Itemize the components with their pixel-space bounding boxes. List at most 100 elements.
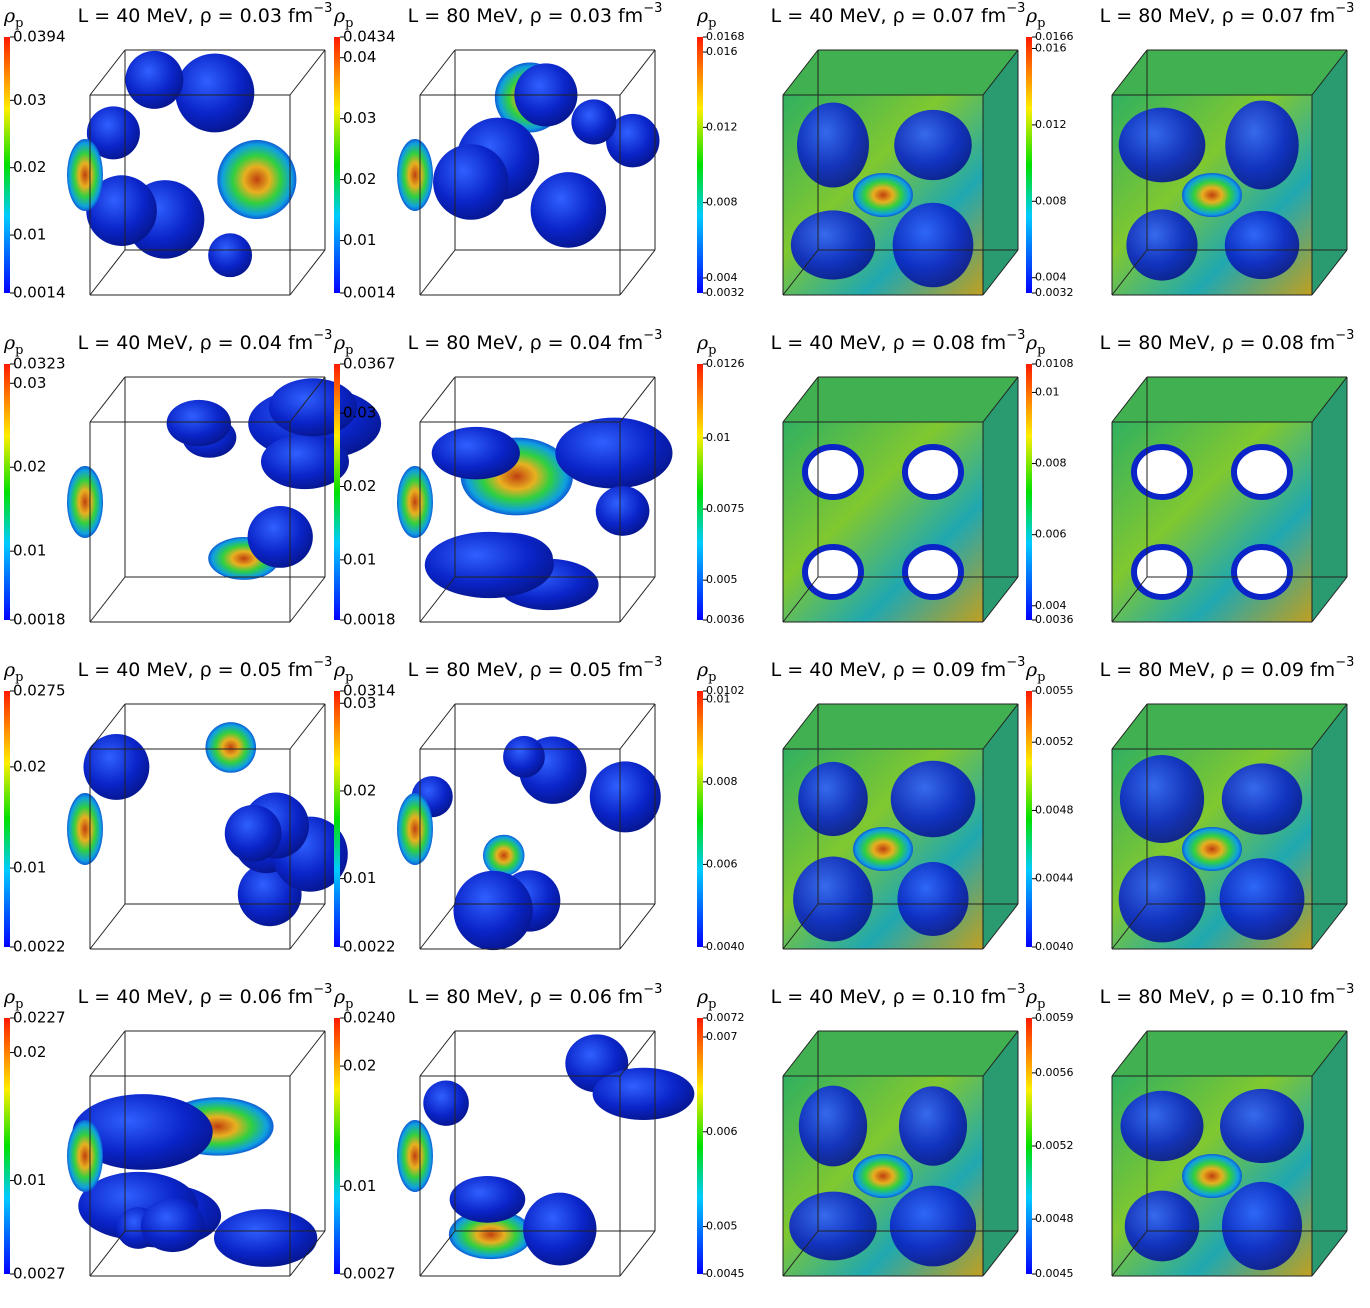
panel-title: L = 80 MeV, ρ = 0.03 fm−3 <box>408 1 663 27</box>
blob <box>1120 755 1204 843</box>
title-superscript: −3 <box>1335 655 1354 670</box>
colorbar-label: ρp <box>1025 5 1046 31</box>
colorbar-tick-label: 0.0108 <box>1035 357 1074 370</box>
cube-edge <box>420 1231 455 1276</box>
blob <box>899 1086 967 1166</box>
colorbar-tick-label: 0.016 <box>1035 41 1067 54</box>
colorbar-subscript: p <box>708 997 716 1012</box>
panel-title: L = 40 MeV, ρ = 0.05 fm−3 <box>78 655 333 681</box>
colorbar-tick-label: 0.01 <box>13 1171 46 1189</box>
colorbar-subscript: p <box>15 343 23 358</box>
colorbar-label: ρp <box>1025 332 1046 358</box>
cube-render <box>1112 1031 1347 1276</box>
blob <box>450 1176 526 1223</box>
hot-spot <box>853 1154 913 1198</box>
blob <box>205 722 256 773</box>
cube-render <box>67 50 325 295</box>
cube-edge <box>90 1231 125 1276</box>
colorbar-tick-label: 0.005 <box>706 573 738 586</box>
colorbar-symbol: ρ <box>696 332 709 354</box>
colorbar-tick-label: 0.0018 <box>13 611 66 629</box>
cube-edge <box>290 704 325 749</box>
blob <box>214 1209 317 1267</box>
panel-title: L = 80 MeV, ρ = 0.06 fm−3 <box>408 982 663 1008</box>
colorbar-tick-label: 0.03 <box>343 404 376 422</box>
title-superscript: −3 <box>313 982 332 997</box>
cube-render <box>783 1031 1018 1276</box>
colorbar <box>4 691 10 947</box>
colorbar-tick-label: 0.02 <box>343 170 376 188</box>
colorbar-tick-label: 0.0044 <box>1035 872 1074 885</box>
panel-title: L = 80 MeV, ρ = 0.09 fm−3 <box>1100 655 1355 681</box>
blob <box>125 51 183 109</box>
colorbar-tick-label: 0.0045 <box>1035 1267 1074 1280</box>
colorbar-symbol: ρ <box>696 986 709 1008</box>
colorbar-tick-label: 0.0036 <box>1035 613 1074 626</box>
title-superscript: −3 <box>1006 655 1025 670</box>
title-text: L = 80 MeV, ρ = 0.08 fm <box>1100 332 1336 354</box>
title-superscript: −3 <box>643 1 662 16</box>
blob <box>1225 100 1298 189</box>
colorbar-tick-label: 0.0052 <box>1035 735 1074 748</box>
title-text: L = 40 MeV, ρ = 0.04 fm <box>78 332 314 354</box>
title-text: L = 40 MeV, ρ = 0.07 fm <box>771 5 1007 27</box>
panel-title: L = 40 MeV, ρ = 0.08 fm−3 <box>771 328 1026 354</box>
colorbar-subscript: p <box>708 670 716 685</box>
colorbar-symbol: ρ <box>1025 986 1038 1008</box>
hot-spot <box>1182 173 1242 217</box>
colorbar-tick-label: 0.004 <box>1035 599 1067 612</box>
blob <box>1126 209 1197 280</box>
colorbar <box>1026 37 1032 293</box>
colorbar-tick-label: 0.0075 <box>706 502 745 515</box>
cube-edge <box>90 50 125 95</box>
colorbar-tick-label: 0.01 <box>1035 385 1060 398</box>
colorbar-tick-label: 0.006 <box>1035 528 1067 541</box>
hot-blob <box>67 466 103 538</box>
hole <box>1134 547 1190 597</box>
colorbar-tick-label: 0.0045 <box>706 1267 745 1280</box>
colorbar-subscript: p <box>1037 343 1045 358</box>
cube-render <box>783 50 1018 295</box>
colorbar-tick-label: 0.0014 <box>13 284 66 302</box>
cube-render <box>783 377 1018 622</box>
title-superscript: −3 <box>313 1 332 16</box>
cube-edge <box>620 250 655 295</box>
colorbar-symbol: ρ <box>3 986 16 1008</box>
cube-render <box>783 704 1018 949</box>
colorbar <box>4 364 10 620</box>
title-text: L = 80 MeV, ρ = 0.09 fm <box>1100 659 1336 681</box>
title-text: L = 40 MeV, ρ = 0.03 fm <box>78 5 314 27</box>
colorbar-symbol: ρ <box>696 659 709 681</box>
colorbar <box>697 364 703 620</box>
colorbar-tick-label: 0.0040 <box>706 940 745 953</box>
cube-render <box>67 704 348 949</box>
colorbar-tick-label: 0.0126 <box>706 357 745 370</box>
blob <box>797 102 869 187</box>
colorbar-symbol: ρ <box>3 332 16 354</box>
colorbar <box>4 37 10 293</box>
blob <box>531 172 607 248</box>
hole <box>805 547 861 597</box>
cube-edge <box>420 377 455 422</box>
cube-edge <box>420 50 455 95</box>
cube-render <box>1112 50 1347 295</box>
blob <box>175 53 254 132</box>
colorbar <box>4 1018 10 1274</box>
colorbar-subscript: p <box>1037 997 1045 1012</box>
title-superscript: −3 <box>1335 1 1354 16</box>
colorbar <box>697 1018 703 1274</box>
cube-edge <box>290 250 325 295</box>
colorbar-subscript: p <box>708 343 716 358</box>
cube-render <box>1112 377 1347 622</box>
colorbar-tick-label: 0.0055 <box>1035 684 1074 697</box>
blob <box>798 762 868 836</box>
colorbar-tick-label: 0.008 <box>1035 194 1067 207</box>
colorbar-tick-label: 0.01 <box>13 226 46 244</box>
colorbar-tick-label: 0.007 <box>706 1030 738 1043</box>
title-text: L = 80 MeV, ρ = 0.03 fm <box>408 5 644 27</box>
cube-edge <box>420 250 455 295</box>
colorbar-tick-label: 0.0056 <box>1035 1066 1074 1079</box>
blob <box>483 835 525 877</box>
hot-spot <box>1182 1154 1242 1198</box>
colorbar-tick-label: 0.016 <box>706 45 738 58</box>
